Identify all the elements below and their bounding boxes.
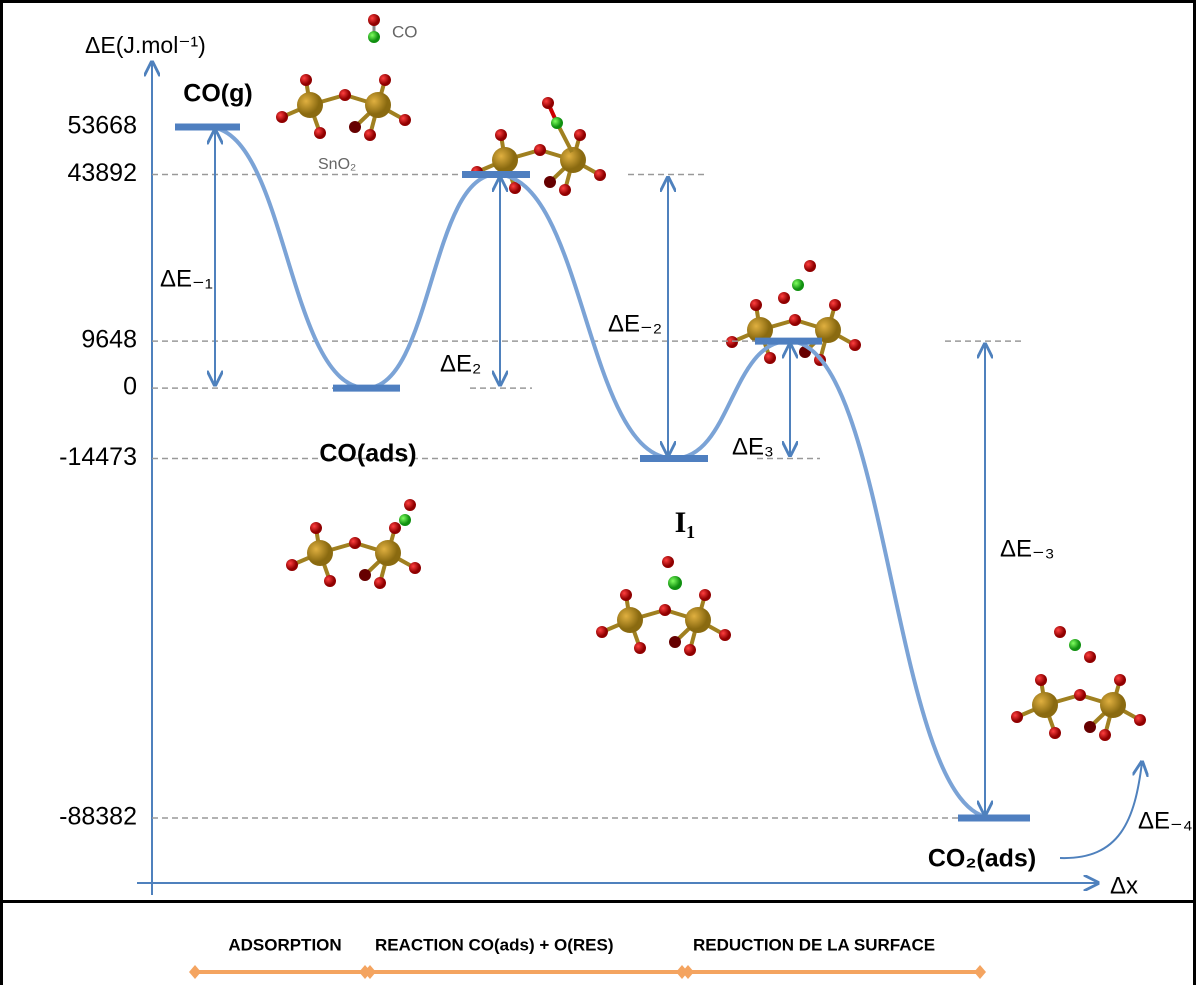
phase-end — [189, 965, 201, 979]
legend-co: CO — [392, 22, 418, 41]
y-tick-label: 9648 — [81, 326, 137, 354]
phase-label: ADSORPTION — [228, 935, 341, 954]
phase-bar: ADSORPTION REACTION CO(ads) + O(RES) REDUC… — [189, 935, 986, 979]
energy-curve — [175, 125, 995, 820]
phase-label: REDUCTION DE LA SURFACE — [693, 935, 935, 954]
delta-label: ΔE₋₁ — [160, 265, 213, 292]
level-label: CO(ads) — [319, 440, 416, 468]
molecule-icons — [274, 14, 1148, 743]
phase-end — [364, 965, 376, 979]
delta-label: ΔE₃ — [732, 433, 774, 460]
delta-arrow — [1059, 762, 1142, 860]
delta-label: ΔE₋₃ — [1000, 535, 1054, 562]
y-tick-label: -14473 — [59, 443, 137, 471]
y-tick-label: 0 — [123, 373, 137, 401]
phase-end — [682, 965, 694, 979]
frame-bottom — [0, 900, 1196, 985]
y-axis-label: ΔE(J.mol⁻¹) — [85, 32, 206, 58]
y-tick-label: 53668 — [67, 112, 137, 140]
delta-label: ΔE₋₄ — [1138, 807, 1193, 834]
phase-end — [974, 965, 986, 979]
delta-label: ΔE₋₂ — [608, 310, 662, 337]
legend-sno2: SnO₂ — [318, 156, 356, 173]
y-tick-label: 43892 — [67, 159, 137, 187]
delta-label: ΔE₂ — [440, 350, 481, 377]
y-tick-label: -88382 — [59, 803, 137, 831]
level-label: CO(g) — [183, 80, 252, 108]
level-label: CO₂(ads) — [928, 845, 1036, 873]
x-axis-label: Δx — [1110, 872, 1138, 899]
level-label: I₁ — [675, 506, 696, 539]
frame — [0, 0, 1196, 903]
phase-label: REACTION CO(ads) + O(RES) — [375, 935, 614, 954]
